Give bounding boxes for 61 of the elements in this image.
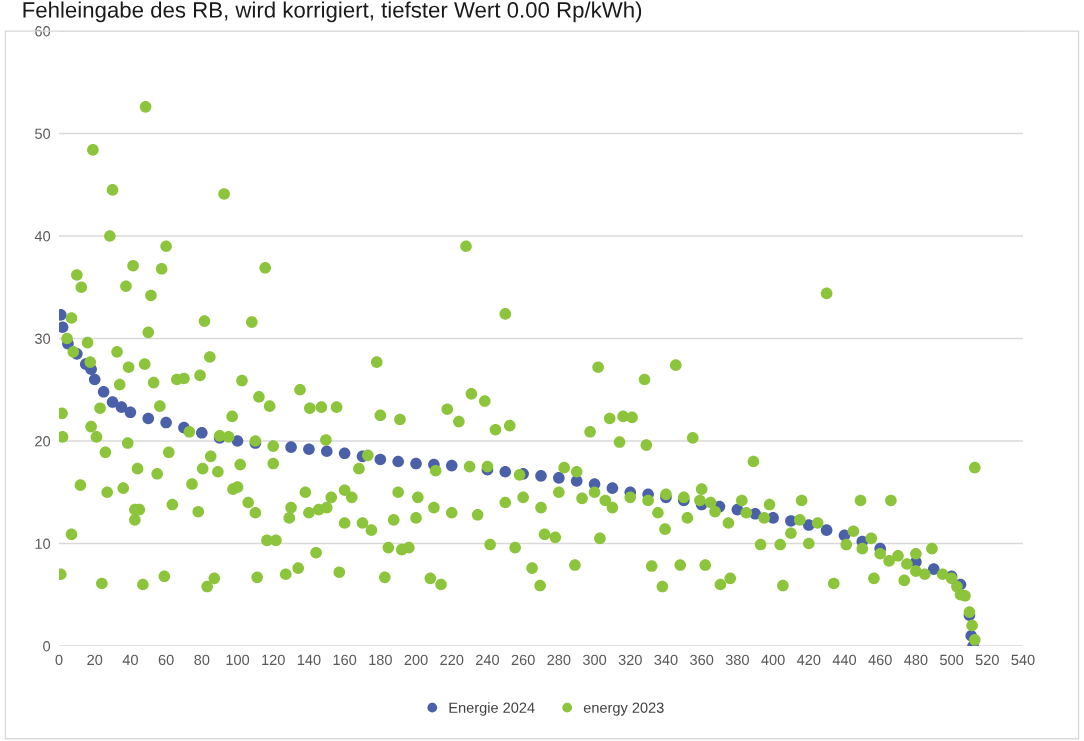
point — [820, 524, 833, 536]
point — [338, 447, 351, 460]
y-tick-label: 40 — [34, 231, 51, 242]
point — [303, 443, 315, 456]
y-tick-label: 30 — [35, 333, 51, 344]
y-tick-label: 60 — [35, 26, 51, 37]
x-tick-label: 0 — [55, 654, 63, 666]
legend-label: Energie 2024 — [449, 702, 535, 716]
x-tick-label: 240 — [476, 654, 500, 666]
x-tick-label: 520 — [975, 654, 999, 666]
point — [535, 470, 547, 482]
y-tick-label: 0 — [43, 641, 51, 652]
point — [231, 435, 244, 447]
point — [285, 441, 297, 453]
y-tick-label: 10 — [35, 538, 51, 549]
point — [160, 416, 172, 429]
point — [142, 412, 155, 425]
x-tick-label: 80 — [194, 654, 210, 666]
x-tick-label: 220 — [440, 654, 464, 666]
x-tick-label: 400 — [761, 654, 785, 666]
point — [97, 385, 110, 398]
y-tick-label: 50 — [35, 128, 51, 139]
text: Fehleingabe des RB, wird korrigiert, tiefster Wert 0.00 Rp/kWh) — [23, 1, 642, 23]
x-tick-label: 340 — [654, 654, 678, 666]
x-tick-label: 360 — [690, 654, 714, 666]
point — [88, 373, 101, 386]
point — [374, 453, 387, 466]
x-tick-label: 120 — [262, 654, 285, 666]
x-tick-label: 60 — [158, 654, 174, 666]
x-tick-label: 440 — [832, 654, 857, 666]
point — [410, 457, 422, 470]
point — [927, 563, 940, 575]
x-tick-label: 420 — [796, 654, 821, 666]
x-tick-label: 260 — [511, 654, 535, 666]
x-tick-label: 140 — [297, 654, 321, 666]
x-tick-label: 40 — [122, 654, 138, 666]
x-tick-label: 20 — [87, 654, 103, 666]
x-tick-label: 460 — [868, 654, 892, 666]
x-tick-label: 160 — [333, 654, 357, 666]
point — [553, 472, 565, 484]
point — [124, 406, 137, 419]
x-tick-label: 300 — [582, 654, 607, 666]
point — [392, 455, 404, 468]
point — [106, 396, 119, 408]
x-tick-label: 480 — [904, 654, 928, 666]
x-tick-label: 500 — [940, 654, 964, 666]
point — [606, 482, 619, 494]
point — [499, 465, 512, 478]
x-tick-label: 280 — [547, 654, 571, 666]
x-tick-label: 100 — [226, 654, 250, 666]
y-tick-label: 20 — [35, 436, 51, 447]
x-tick-label: 180 — [369, 654, 392, 666]
legend-label: energy 2023 — [583, 702, 664, 716]
x-tick-label: 540 — [1011, 654, 1035, 666]
point — [115, 401, 128, 413]
point — [320, 445, 333, 458]
point — [196, 426, 208, 439]
x-tick-label: 380 — [725, 654, 749, 666]
point — [445, 459, 458, 472]
x-tick-label: 320 — [618, 654, 642, 666]
x-tick-label: 200 — [404, 654, 428, 666]
